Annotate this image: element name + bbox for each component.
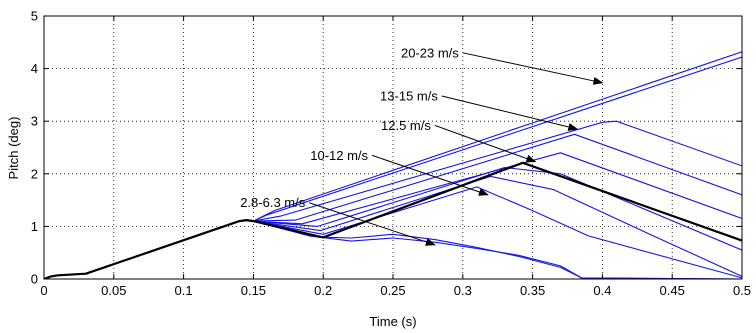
annotations: 20-23 m/s 13-15 m/s 12.5 m/s 10-12 m/s 2.8-6… [240, 45, 604, 246]
y-tick-label: 1 [31, 219, 38, 234]
annotation-label: 10-12 m/s [310, 148, 368, 163]
annotation-arrow [434, 124, 537, 163]
y-tick-label: 5 [31, 9, 38, 24]
x-tick-label: 0.25 [380, 283, 405, 298]
x-tick-label: 0.15 [241, 283, 266, 298]
x-tick-label: 0.1 [175, 283, 193, 298]
x-tick-label: 0.05 [101, 283, 126, 298]
x-tick-label: 0.2 [314, 283, 332, 298]
annotation-arrow [462, 52, 604, 85]
annotation-label: 20-23 m/s [401, 45, 459, 60]
x-tick-label: 0.5 [733, 283, 751, 298]
y-tick-label: 2 [31, 166, 38, 181]
x-tick-label: 0.45 [660, 283, 685, 298]
y-axis-label: Pitch (deg) [6, 117, 21, 180]
y-tick-label: 0 [31, 272, 38, 287]
x-tick-label: 0.4 [593, 283, 611, 298]
grid [44, 16, 742, 279]
annotation-label: 12.5 m/s [381, 118, 431, 133]
annotation-arrow [309, 202, 436, 246]
ticks: 0 0.05 0.1 0.15 0.2 0.25 0.3 0.35 0.4 0.45 0.5 0 1 2 3… [31, 9, 751, 299]
annotation-arrow [441, 95, 579, 131]
x-tick-label: 0 [40, 283, 47, 298]
x-axis-label: Time (s) [369, 314, 416, 329]
y-tick-label: 4 [31, 61, 38, 76]
annotation-arrow [371, 154, 489, 196]
x-tick-label: 0.35 [520, 283, 545, 298]
y-tick-label: 3 [31, 114, 38, 129]
annotation-label: 2.8-6.3 m/s [240, 195, 306, 210]
annotation-label: 13-15 m/s [380, 88, 438, 103]
plot-background [44, 16, 742, 279]
series-layer [44, 51, 742, 279]
x-tick-label: 0.3 [454, 283, 472, 298]
highlight-series-line [44, 161, 742, 279]
